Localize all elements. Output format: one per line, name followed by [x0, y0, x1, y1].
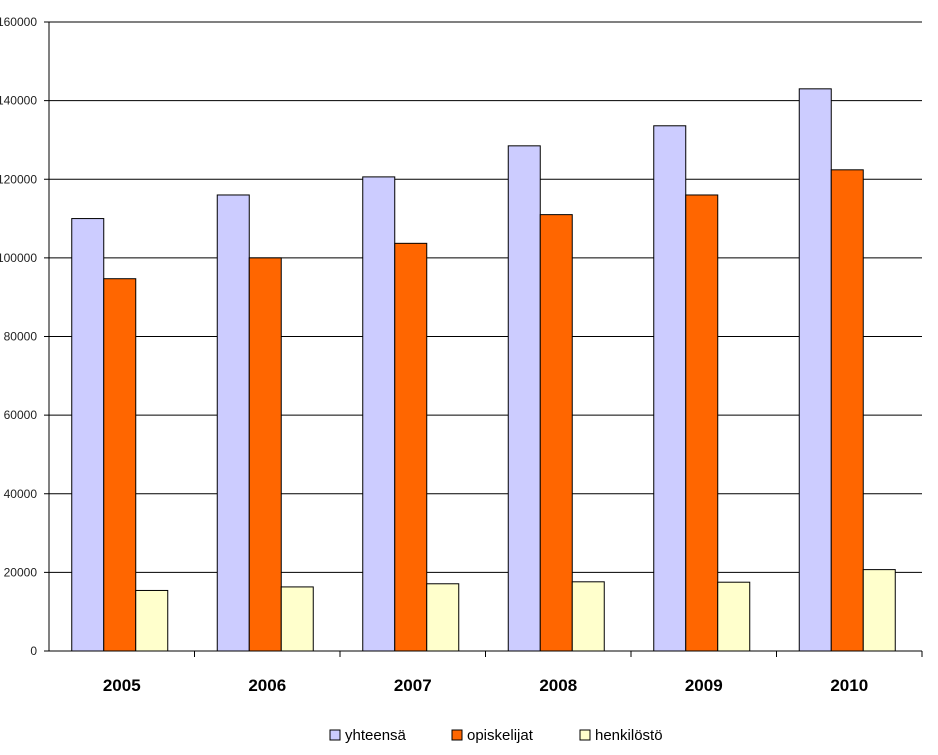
y-axis-ticks: 0 20000 40000 60000 80000 100000 120000 140000 1… — [0, 15, 49, 658]
legend-label-yhteensä: yhteensä — [345, 727, 407, 744]
y-tick-label: 140000 — [0, 94, 37, 108]
x-axis-ticks: 2005 2006 2007 2008 2009 2010 — [103, 651, 868, 695]
bar-henkilöstö-2009 — [717, 581, 751, 652]
y-tick-label: 80000 — [4, 330, 38, 344]
x-tick-label: 2010 — [830, 676, 868, 695]
bar-opiskelijat-2006 — [248, 257, 282, 652]
bar-henkilöstö-2010 — [862, 569, 896, 652]
bar-yhteensä-2009 — [653, 125, 687, 652]
y-tick-label: 20000 — [4, 565, 38, 579]
x-tick-label: 2008 — [539, 676, 577, 695]
x-tick-label: 2007 — [394, 676, 432, 695]
gridlines — [49, 21, 922, 573]
bar-yhteensä-2010 — [798, 88, 832, 652]
axes — [48, 22, 923, 657]
x-tick-label: 2009 — [685, 676, 723, 695]
bar-yhteensä-2007 — [362, 176, 396, 652]
x-tick-label: 2006 — [248, 676, 286, 695]
y-tick-label: 160000 — [0, 15, 37, 29]
bar-henkilöstö-2006 — [280, 586, 314, 652]
legend-swatch-opiskelijat — [451, 729, 463, 741]
bars — [71, 88, 896, 652]
bar-henkilöstö-2005 — [135, 589, 169, 652]
bar-henkilöstö-2007 — [426, 583, 460, 652]
bar-opiskelijat-2009 — [685, 194, 719, 652]
bar-opiskelijat-2005 — [103, 278, 137, 652]
y-tick-label: 40000 — [4, 487, 38, 501]
bar-yhteensä-2006 — [216, 194, 250, 652]
legend-swatch-yhteensä — [329, 729, 341, 741]
y-tick-label: 0 — [30, 644, 37, 658]
y-tick-label: 100000 — [0, 251, 37, 265]
legend-label-opiskelijat: opiskelijat — [467, 727, 534, 744]
legend-swatch-henkilöstö — [579, 729, 591, 741]
bar-opiskelijat-2010 — [830, 169, 864, 652]
bar-henkilöstö-2008 — [571, 581, 605, 652]
bar-opiskelijat-2008 — [539, 214, 573, 652]
legend-label-henkilöstö: henkilöstö — [595, 727, 663, 744]
y-tick-label: 60000 — [4, 408, 38, 422]
bar-yhteensä-2008 — [507, 145, 541, 652]
y-tick-label: 120000 — [0, 172, 37, 186]
x-tick-label: 2005 — [103, 676, 141, 695]
bar-yhteensä-2005 — [71, 218, 105, 652]
bar-opiskelijat-2007 — [394, 242, 428, 652]
legend: yhteensä opiskelijat henkilöstö — [329, 727, 663, 744]
